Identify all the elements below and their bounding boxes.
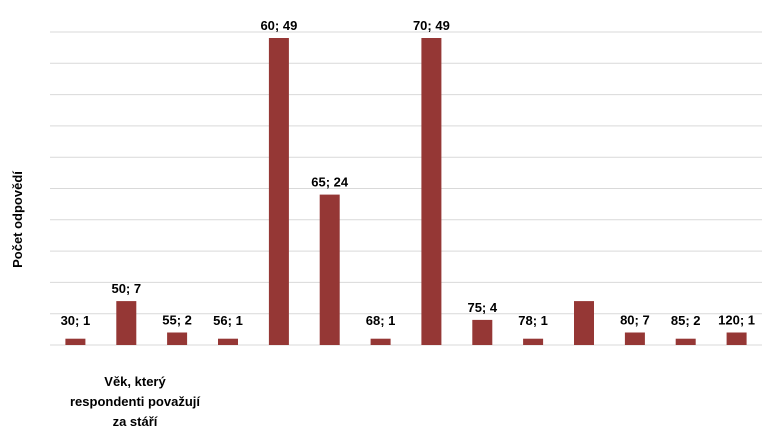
x-axis-title-line-1: Věk, který bbox=[104, 374, 166, 389]
data-label: 85; 2 bbox=[671, 313, 701, 328]
bars bbox=[65, 38, 747, 345]
data-label: 120; 1 bbox=[718, 313, 755, 328]
data-label: 65; 24 bbox=[311, 175, 349, 190]
bar bbox=[523, 338, 544, 345]
data-label: 75; 4 bbox=[467, 300, 497, 315]
x-axis-title-line-3: za stáří bbox=[112, 414, 158, 429]
bar bbox=[472, 319, 493, 345]
data-label: 70; 49 bbox=[413, 18, 450, 33]
data-label: 55; 2 bbox=[162, 313, 192, 328]
y-axis-title: Počet odpovědí bbox=[6, 0, 28, 438]
x-axis-title-line-2: respondenti považují bbox=[69, 394, 200, 409]
bar bbox=[421, 38, 442, 345]
bar bbox=[218, 338, 238, 345]
y-axis-title-text: Počet odpovědí bbox=[9, 170, 25, 268]
bar bbox=[65, 338, 86, 345]
bar bbox=[726, 332, 747, 345]
bar bbox=[624, 332, 645, 345]
bar bbox=[116, 301, 137, 345]
bar bbox=[574, 301, 594, 345]
data-label: 30; 1 bbox=[61, 313, 91, 328]
data-label: 80; 7 bbox=[620, 313, 650, 328]
data-label: 60; 49 bbox=[260, 18, 297, 33]
bar bbox=[167, 332, 188, 345]
bar bbox=[675, 338, 696, 345]
bar bbox=[268, 38, 289, 345]
data-label: 68; 1 bbox=[366, 313, 396, 328]
bar bbox=[370, 338, 391, 345]
x-axis-title: Věk, který respondenti považují za stáří bbox=[44, 372, 226, 432]
data-label: 56; 1 bbox=[213, 313, 243, 328]
bar bbox=[319, 194, 340, 345]
data-label: 50; 7 bbox=[111, 281, 141, 296]
data-label: 78; 1 bbox=[518, 313, 548, 328]
gridlines bbox=[50, 31, 762, 346]
data-labels: 30; 1 50; 7 55; 2 56; 1 60; 49 65; 24 68; 1 70;… bbox=[61, 18, 755, 328]
